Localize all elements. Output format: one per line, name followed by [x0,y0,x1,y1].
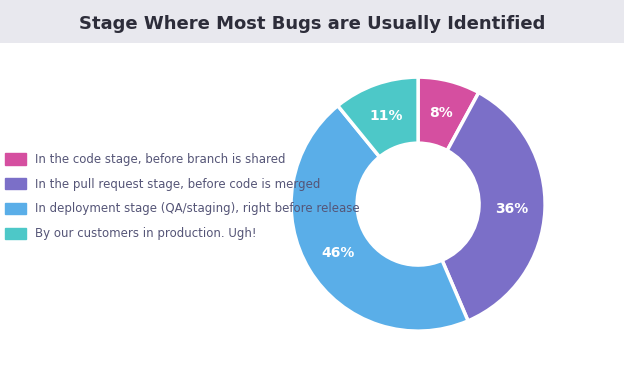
Text: 46%: 46% [321,246,354,260]
Legend: In the code stage, before branch is shared, In the pull request stage, before co: In the code stage, before branch is shar… [1,149,364,244]
Wedge shape [291,106,468,331]
Wedge shape [418,77,479,150]
Wedge shape [338,77,418,157]
Text: 11%: 11% [370,108,403,122]
Wedge shape [442,93,545,321]
Text: 8%: 8% [429,106,453,120]
Text: Stage Where Most Bugs are Usually Identified: Stage Where Most Bugs are Usually Identi… [79,15,545,33]
Text: 36%: 36% [495,201,529,215]
